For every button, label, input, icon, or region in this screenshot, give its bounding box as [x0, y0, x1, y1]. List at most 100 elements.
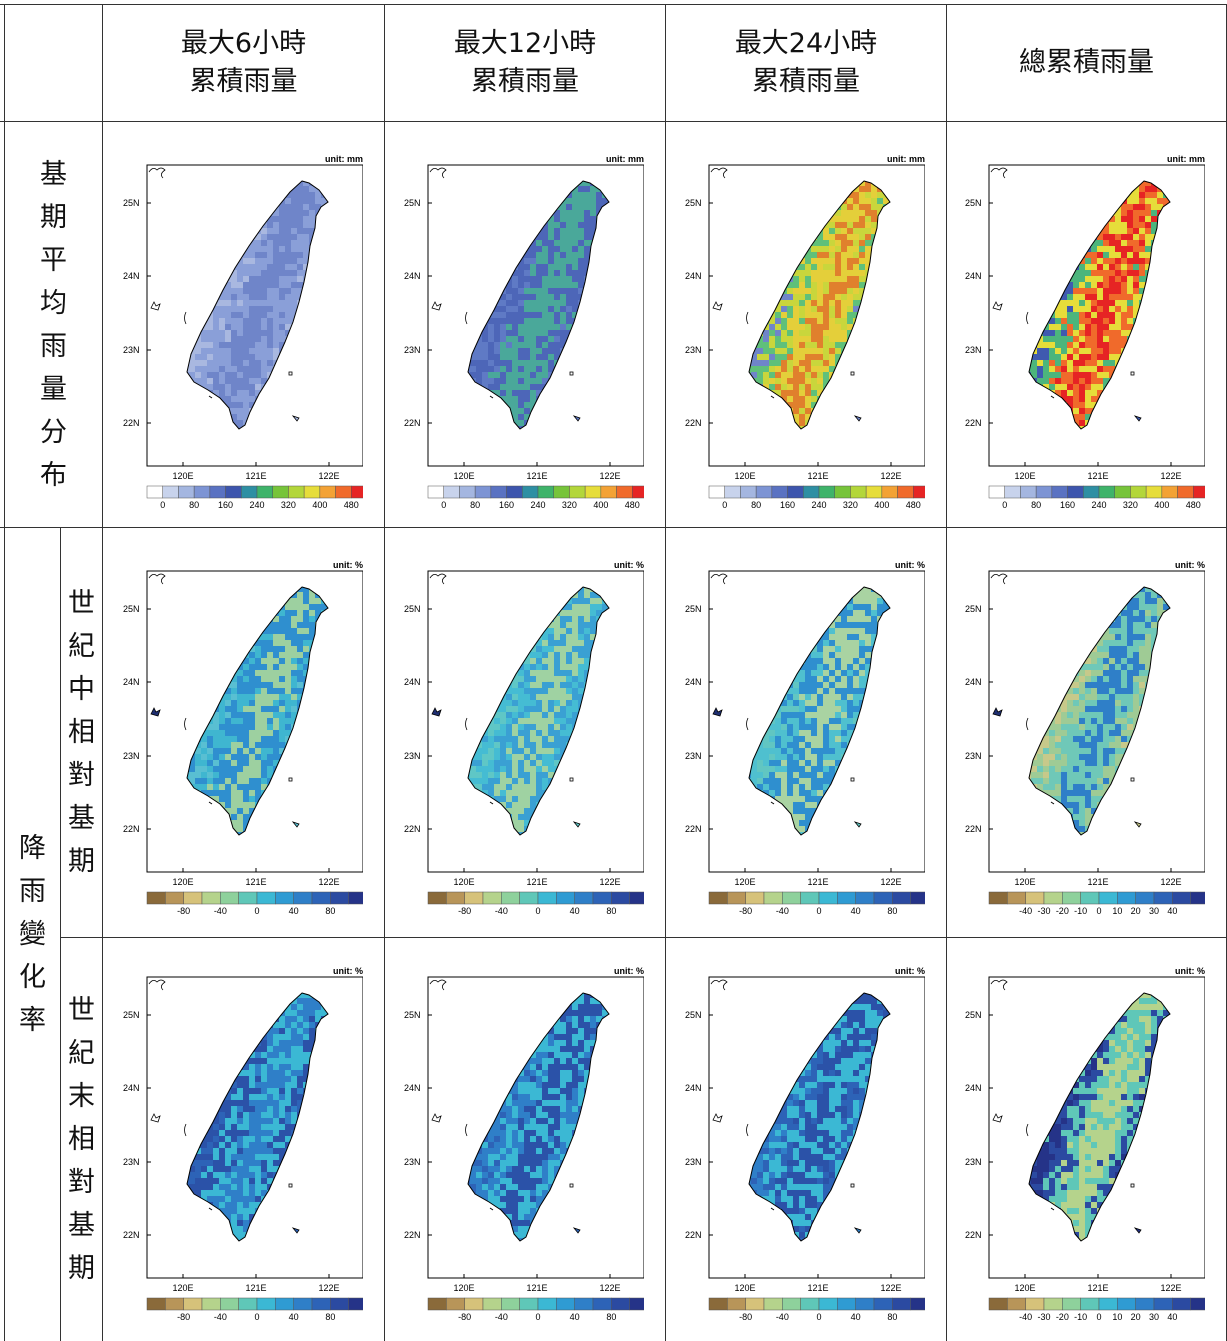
colorbar-swatch — [763, 891, 783, 905]
lat-label: 24N — [404, 1083, 421, 1093]
colorbar-label: -20 — [1056, 1312, 1069, 1322]
row-divider-1 — [0, 527, 1227, 528]
colorbar-swatch — [910, 1297, 925, 1311]
colorbar-swatch — [708, 1297, 728, 1311]
green-island — [1130, 777, 1135, 782]
colorbar-label: 80 — [189, 500, 199, 510]
lon-label: 120E — [734, 877, 755, 887]
label-char: 相 — [68, 1124, 95, 1155]
label-char: 期 — [40, 201, 67, 233]
colorbar-label: 0 — [160, 500, 165, 510]
header-divider — [0, 121, 1227, 122]
colorbar-swatch — [537, 891, 557, 905]
colorbar-swatch — [1043, 1297, 1063, 1311]
colorbar-label: 0 — [816, 1312, 821, 1322]
coastline-fragment — [746, 717, 749, 731]
header-line: 最大12小時 — [453, 28, 597, 59]
coastline — [186, 586, 329, 836]
unit-label: unit: % — [614, 966, 644, 976]
lat-label: 23N — [685, 1157, 702, 1167]
label-char: 分 — [40, 416, 67, 448]
colorbar-label: 80 — [325, 906, 335, 916]
lon-label: 122E — [1160, 1283, 1181, 1293]
colorbar-swatch — [1172, 891, 1191, 905]
orchid-island — [1133, 821, 1142, 828]
colorbar-swatch — [574, 891, 594, 905]
coastline — [467, 586, 610, 836]
lon-label: 120E — [1014, 877, 1035, 887]
lon-label: 121E — [245, 471, 266, 481]
colorbar-swatch — [818, 485, 835, 499]
lon-label: 120E — [734, 1283, 755, 1293]
orchid-island — [853, 415, 862, 422]
subgroup-divider — [60, 527, 61, 1341]
colorbar-label: 40 — [570, 906, 580, 916]
colorbar-swatch — [1098, 485, 1115, 499]
lat-label: 25N — [965, 604, 982, 614]
colorbar-label: 40 — [1167, 1312, 1177, 1322]
colorbar-label: -10 — [1074, 906, 1087, 916]
lat-label: 22N — [123, 824, 140, 834]
orchid-island — [853, 1227, 862, 1234]
colorbar-swatch — [708, 485, 725, 499]
header-line: 最大6小時 — [180, 28, 307, 59]
coastline-fragment — [770, 395, 775, 399]
label-char: 對 — [68, 760, 95, 791]
header-total: 總累積雨量 — [947, 5, 1226, 121]
colorbar-swatch — [256, 485, 273, 499]
colorbar-swatch — [873, 1297, 893, 1311]
colorbar-swatch — [1117, 1297, 1136, 1311]
colorbar-swatch — [745, 891, 765, 905]
colorbar-label: 0 — [816, 906, 821, 916]
colorbar-swatch — [1025, 891, 1045, 905]
colorbar-swatch — [275, 1297, 294, 1311]
colorbar-swatch — [850, 485, 867, 499]
colorbar-label: -30 — [1037, 906, 1050, 916]
colorbar-label: 30 — [1149, 906, 1159, 916]
label-char: 化 — [19, 962, 46, 993]
colorbar-label: -40 — [495, 1312, 508, 1322]
colorbar-swatch — [1161, 485, 1178, 499]
label-char: 中 — [68, 674, 95, 705]
colorbar-swatch — [256, 1297, 276, 1311]
coastline-fragment — [746, 311, 749, 325]
map-panel: unit: mm 25N 24N 23N 22N 120E 121E 122E 0 80 160 24… — [123, 150, 363, 518]
coastline-fragment — [710, 167, 728, 179]
coastline-fragment — [710, 979, 728, 991]
colorbar-swatch — [303, 485, 321, 499]
coastline — [1028, 180, 1171, 430]
colorbar-label: 10 — [1112, 1312, 1122, 1322]
lat-label: 24N — [965, 677, 982, 687]
coastline-fragment — [710, 573, 728, 585]
colorbar-swatch — [873, 891, 893, 905]
lat-label: 25N — [685, 604, 702, 614]
colorbar-swatch — [1004, 485, 1021, 499]
header-line: 最大24小時 — [734, 28, 878, 59]
coastline — [748, 180, 891, 430]
unit-label: unit: % — [614, 560, 644, 570]
coastline-fragment — [489, 1207, 494, 1211]
coastline — [1028, 586, 1171, 836]
colorbar-label: -10 — [1074, 1312, 1087, 1322]
lon-label: 120E — [453, 877, 474, 887]
colorbar-swatch — [146, 891, 166, 905]
colorbar-swatch — [522, 485, 539, 499]
label-char: 世 — [68, 588, 95, 619]
lat-label: 23N — [123, 1157, 140, 1167]
map-frame — [988, 164, 1205, 467]
colorbar-label: 240 — [811, 500, 826, 510]
colorbar-label: -80 — [458, 1312, 471, 1322]
row-label-mid-century: 世紀中相對基期 — [61, 528, 102, 937]
colorbar-swatch — [482, 891, 502, 905]
map-panel: unit: % 25N 24N 23N 22N 120E 121E 122E -80 -40 0 40… — [123, 962, 363, 1330]
colorbar-swatch — [1135, 1297, 1155, 1311]
colorbar-label: -80 — [739, 1312, 752, 1322]
colorbar-label: 80 — [887, 906, 897, 916]
colorbar-swatch — [446, 891, 465, 905]
colorbar-swatch — [238, 891, 258, 905]
lon-label: 121E — [526, 471, 547, 481]
penghu-islands — [150, 1113, 161, 1123]
label-char: 期 — [68, 1253, 95, 1284]
orchid-island — [291, 1227, 300, 1234]
unit-label: unit: mm — [606, 154, 644, 164]
